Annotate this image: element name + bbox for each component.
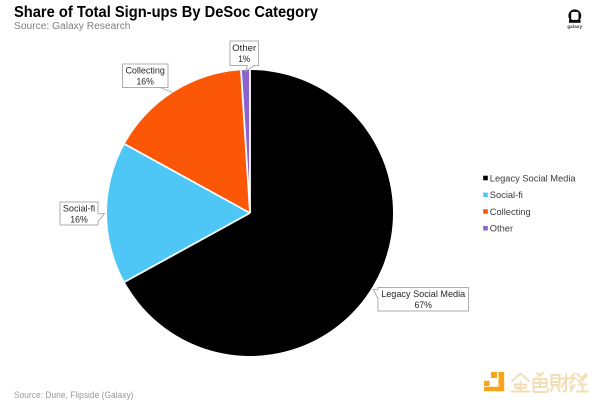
svg-text:Collecting: Collecting	[125, 66, 165, 77]
svg-text:Source: Dune, Flipside (Galaxy: Source: Dune, Flipside (Galaxy)	[14, 390, 134, 400]
svg-text:galaxy: galaxy	[567, 24, 582, 29]
svg-text:1%: 1%	[238, 54, 250, 65]
svg-text:Source: Galaxy Research: Source: Galaxy Research	[14, 21, 131, 32]
svg-text:Legacy Social Media: Legacy Social Media	[490, 173, 577, 183]
svg-text:67%: 67%	[414, 300, 432, 311]
svg-text:Other: Other	[232, 43, 256, 54]
svg-text:Social-fi: Social-fi	[490, 190, 523, 200]
svg-text:16%: 16%	[70, 215, 88, 226]
svg-text:Share of Total Sign-ups By DeS: Share of Total Sign-ups By DeSoc Categor…	[14, 4, 318, 21]
svg-text:Legacy Social Media: Legacy Social Media	[381, 289, 466, 300]
svg-text:Social-fi: Social-fi	[63, 204, 95, 215]
svg-text:Collecting: Collecting	[490, 207, 531, 217]
svg-text:16%: 16%	[136, 77, 154, 88]
svg-text:Other: Other	[490, 224, 513, 234]
